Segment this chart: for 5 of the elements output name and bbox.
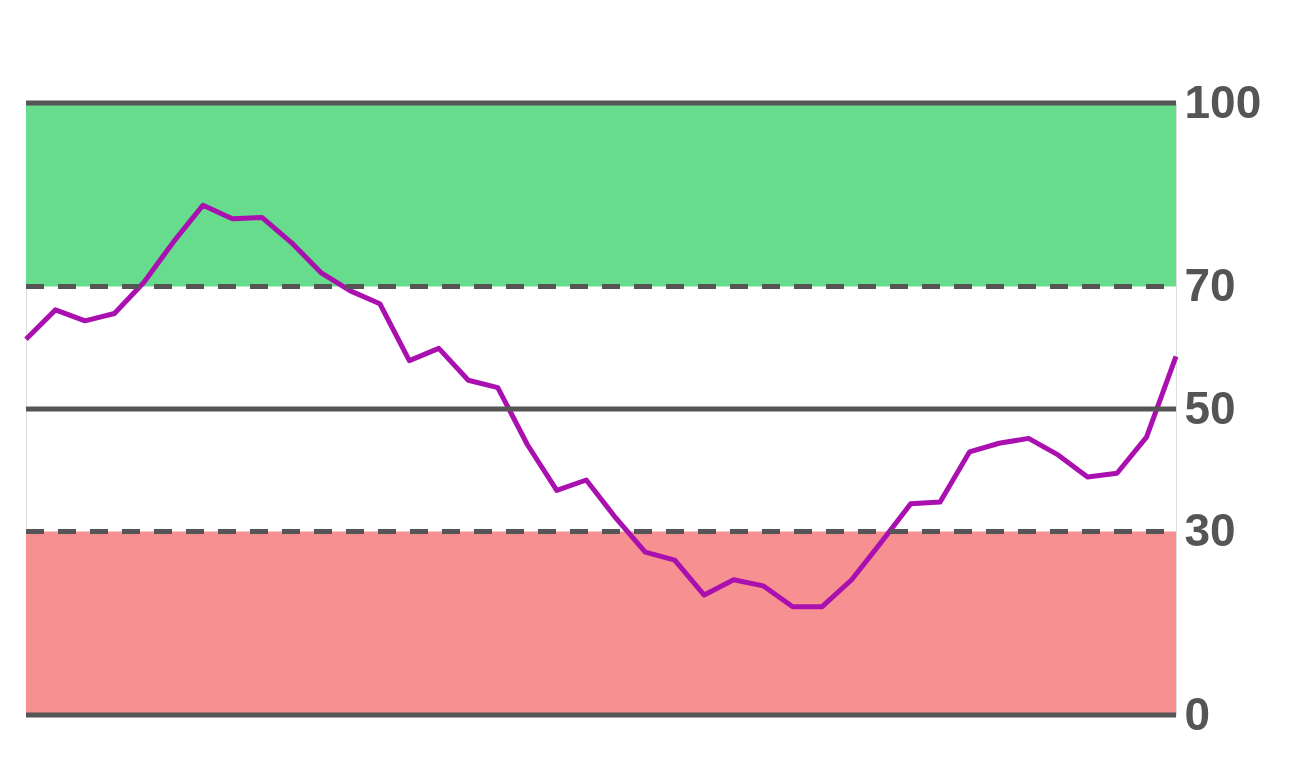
y-tick-label: 30 xyxy=(1184,503,1236,556)
y-tick-label: 70 xyxy=(1184,259,1236,312)
y-tick-label: 50 xyxy=(1184,381,1236,434)
y-tick-label: 0 xyxy=(1184,687,1211,740)
y-tick-label: 100 xyxy=(1184,75,1262,128)
